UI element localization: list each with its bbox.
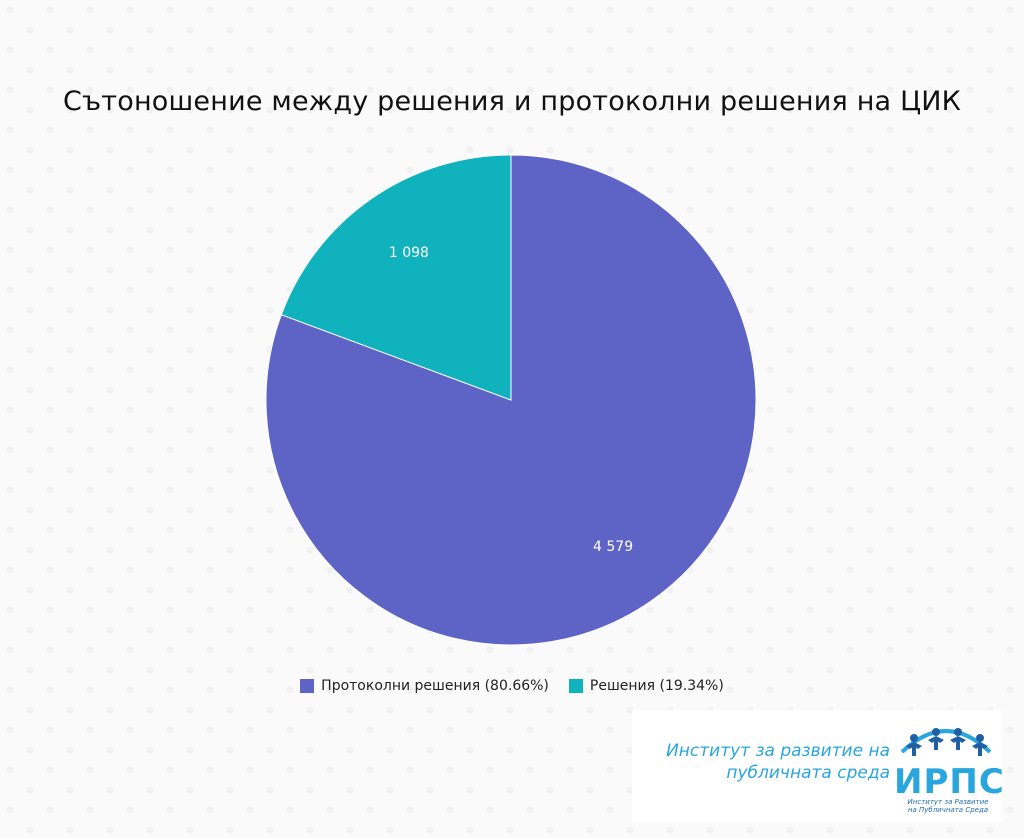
legend-swatch-protocol (300, 679, 315, 693)
logo-small-line1: Институт за Развитие (907, 798, 989, 806)
logo-text: Институт за развитие на публичната среда (640, 740, 890, 784)
irps-logo: Институт за развитие на публичната среда… (632, 710, 1005, 822)
legend-item-protocol[interactable]: Протоколни решения (80.66%) (300, 678, 549, 694)
chart-title: Сътоношение между решения и протоколни р… (62, 86, 962, 117)
legend-label-decisions: Решения (19.34%) (589, 678, 724, 694)
legend-label-protocol: Протоколни решения (80.66%) (321, 678, 549, 694)
pie-slice-decisions[interactable] (280, 154, 512, 401)
logo-mark: ИРПС Институт за Развитие на Публичната … (894, 714, 1005, 818)
legend-item-decisions[interactable]: Решения (19.34%) (568, 678, 724, 694)
legend-swatch-decisions (568, 679, 583, 693)
logo-small-text: Институт за Развитие на Публичната Среда (900, 798, 996, 814)
logo-small-line2: на Публичната Среда (907, 806, 989, 814)
data-label-decisions: 1 098 (389, 245, 429, 261)
logo-text-line2: публичната среда (726, 763, 890, 783)
logo-text-line1: Институт за развитие на (666, 741, 890, 761)
people-icon (900, 728, 992, 756)
logo-abbr: ИРПС (894, 762, 1005, 802)
chart-legend: Протоколни решения (80.66%) Решения (19.… (0, 678, 1024, 694)
data-label-protocol: 4 579 (593, 539, 633, 555)
